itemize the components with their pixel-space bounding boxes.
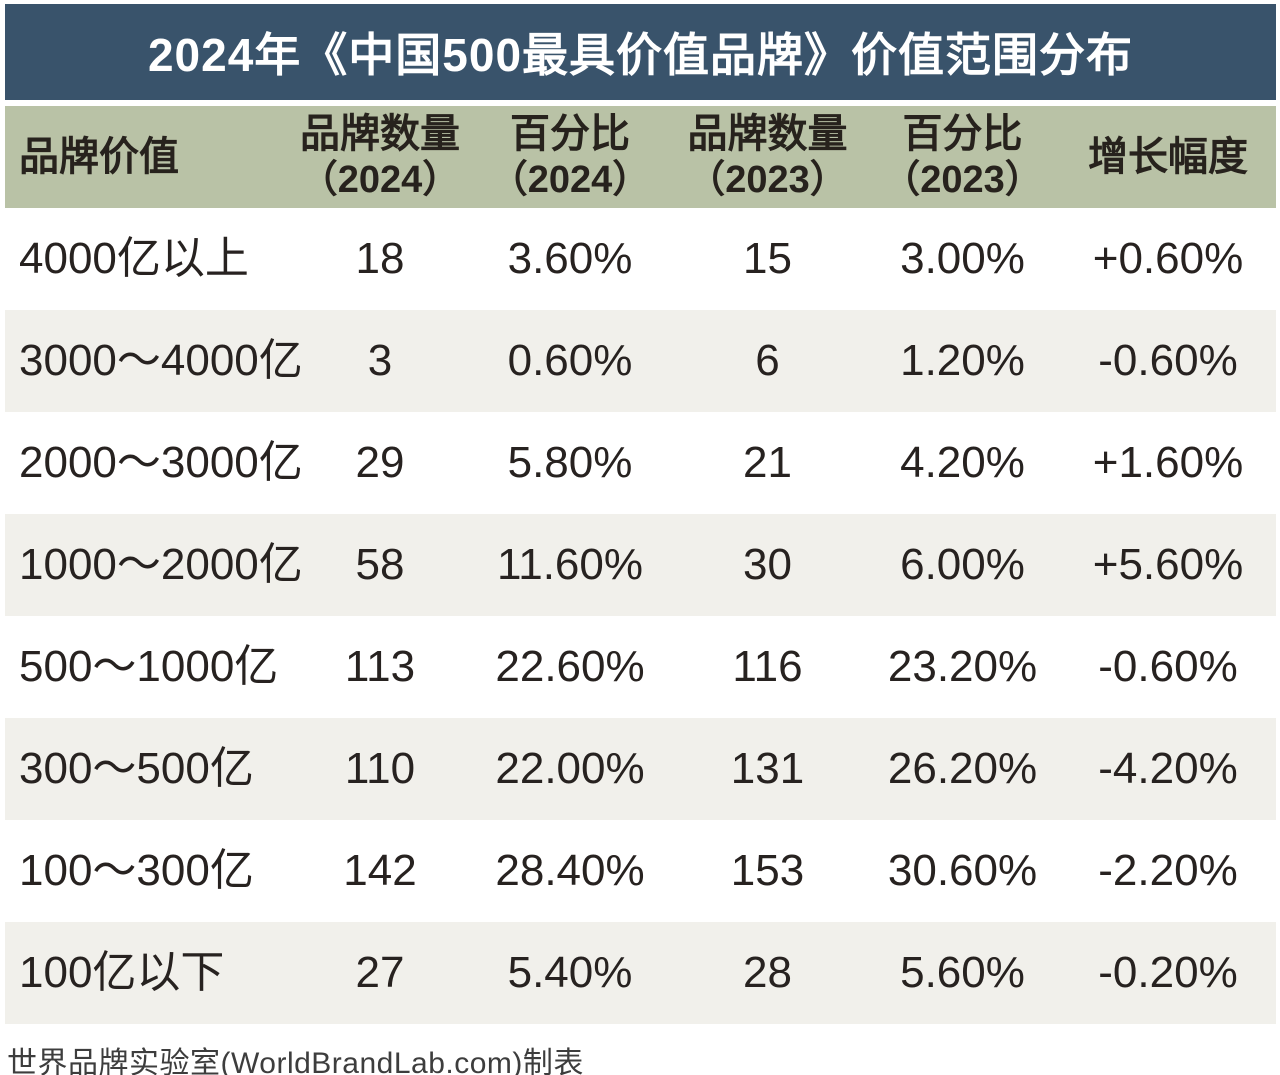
- cell-value-range: 1000～2000亿: [19, 539, 303, 589]
- cell-percent-2024: 28.40%: [495, 845, 645, 895]
- cell-growth: +5.60%: [1092, 539, 1244, 589]
- cell-growth: +0.60%: [1092, 233, 1244, 283]
- cell-percent-2023: 3.00%: [900, 233, 1025, 283]
- cell-percent-2023: 26.20%: [887, 743, 1038, 793]
- cell-percent-2023: 23.20%: [887, 641, 1038, 691]
- cell-count-2024: 3: [367, 335, 393, 385]
- cell-count-2023: 116: [732, 641, 803, 691]
- table-row: 300～500亿 110 22.00% 131 26.20% -4.20%: [5, 718, 1276, 820]
- cell-count-2023: 15: [743, 233, 792, 283]
- brand-value-table: 品牌价值 品牌数量 （2024） 百分比 （2024） 品牌数量 （2023） …: [5, 106, 1276, 1024]
- table-header-row: 品牌价值 品牌数量 （2024） 百分比 （2024） 品牌数量 （2023） …: [5, 106, 1276, 208]
- cell-percent-2023: 4.20%: [900, 437, 1025, 487]
- table-row: 4000亿以上 18 3.60% 15 3.00% +0.60%: [5, 208, 1276, 310]
- cell-percent-2024: 22.60%: [495, 641, 645, 691]
- cell-value-range: 3000～4000亿: [19, 335, 303, 385]
- cell-count-2024: 110: [344, 743, 416, 793]
- cell-percent-2024: 5.40%: [507, 947, 633, 997]
- header-cell-count-2023: 品牌数量 （2023）: [687, 112, 848, 202]
- cell-growth: -0.20%: [1098, 947, 1238, 997]
- cell-percent-2023: 6.00%: [900, 539, 1025, 589]
- cell-count-2023: 30: [743, 539, 792, 589]
- table-row: 3000～4000亿 3 0.60% 6 1.20% -0.60%: [5, 310, 1276, 412]
- cell-count-2024: 18: [355, 233, 405, 283]
- cell-count-2024: 142: [343, 845, 417, 895]
- header-cell-brand-value: 品牌价值: [19, 135, 179, 179]
- cell-percent-2024: 3.60%: [507, 233, 633, 283]
- cell-count-2024: 27: [355, 947, 405, 997]
- cell-growth: -2.20%: [1098, 845, 1238, 895]
- header-cell-percent-2024: 百分比 （2024）: [489, 112, 651, 202]
- cell-growth: -0.60%: [1098, 641, 1238, 691]
- table-row: 100～300亿 142 28.40% 153 30.60% -2.20%: [5, 820, 1276, 922]
- cell-value-range: 2000～3000亿: [19, 437, 303, 487]
- cell-value-range: 300～500亿: [19, 743, 254, 793]
- cell-value-range: 100亿以下: [19, 947, 225, 997]
- cell-count-2023: 153: [730, 845, 805, 895]
- cell-percent-2023: 5.60%: [900, 947, 1025, 997]
- cell-percent-2023: 30.60%: [887, 845, 1038, 895]
- cell-growth: -0.60%: [1098, 335, 1238, 385]
- table-row: 100亿以下 27 5.40% 28 5.60% -0.20%: [5, 922, 1276, 1024]
- cell-value-range: 500～1000亿: [19, 641, 279, 691]
- cell-count-2024: 29: [355, 437, 405, 487]
- source-credit: 世界品牌实验室(WorldBrandLab.com)制表: [7, 1047, 584, 1075]
- cell-value-range: 100～300亿: [19, 845, 254, 895]
- cell-growth: -4.20%: [1098, 743, 1238, 793]
- header-cell-percent-2023: 百分比 （2023）: [882, 112, 1043, 202]
- cell-count-2023: 131: [730, 743, 805, 793]
- cell-count-2023: 6: [755, 335, 780, 385]
- cell-growth: +1.60%: [1092, 437, 1244, 487]
- table-row: 1000～2000亿 58 11.60% 30 6.00% +5.60%: [5, 514, 1276, 616]
- cell-value-range: 4000亿以上: [19, 233, 249, 283]
- cell-count-2024: 113: [344, 641, 416, 691]
- cell-percent-2023: 1.20%: [900, 335, 1025, 385]
- title-bar: 2024年《中国500最具价值品牌》价值范围分布: [5, 4, 1276, 100]
- header-cell-count-2024: 品牌数量 （2024）: [299, 112, 461, 202]
- page-title: 2024年《中国500最具价值品牌》价值范围分布: [147, 29, 1134, 81]
- cell-count-2024: 58: [355, 539, 405, 589]
- cell-percent-2024: 0.60%: [507, 335, 633, 385]
- cell-percent-2024: 22.00%: [495, 743, 645, 793]
- cell-count-2023: 21: [743, 437, 792, 487]
- table-row: 2000～3000亿 29 5.80% 21 4.20% +1.60%: [5, 412, 1276, 514]
- cell-percent-2024: 5.80%: [507, 437, 633, 487]
- cell-percent-2024: 11.60%: [497, 539, 643, 589]
- header-cell-growth: 增长幅度: [1088, 135, 1248, 179]
- table-row: 500～1000亿 113 22.60% 116 23.20% -0.60%: [5, 616, 1276, 718]
- cell-count-2023: 28: [743, 947, 792, 997]
